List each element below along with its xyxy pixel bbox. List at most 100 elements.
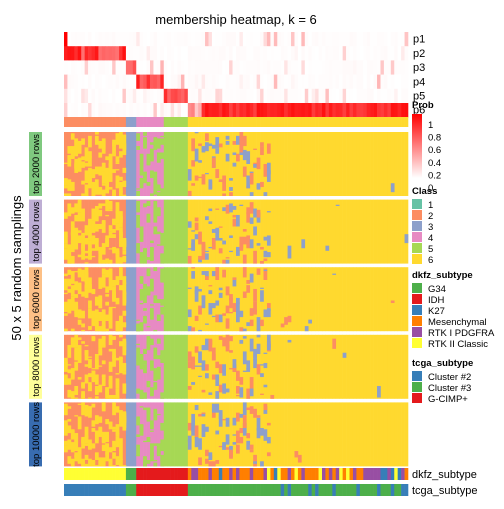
- membership-cell: [308, 32, 312, 47]
- membership-cell: [332, 88, 337, 104]
- dkfz-track-cell: [297, 468, 302, 480]
- assignment-switch: [122, 465, 127, 467]
- membership-cell: [291, 74, 295, 90]
- assignment-column: [394, 402, 398, 467]
- membership-cell: [218, 103, 223, 118]
- assignment-switch: [332, 273, 337, 275]
- membership-cell: [132, 103, 137, 118]
- membership-cell: [301, 46, 306, 61]
- assignment-switch: [156, 314, 161, 318]
- membership-cell: [380, 88, 385, 104]
- assignment-switch: [246, 212, 251, 223]
- membership-cell: [105, 74, 110, 90]
- assignment-switch: [112, 396, 116, 399]
- assignment-switch: [242, 351, 247, 365]
- assignment-switch: [84, 374, 89, 384]
- assignment-switch: [67, 419, 72, 422]
- tcga-track-cell: [112, 484, 116, 496]
- membership-cell: [74, 88, 79, 104]
- assignment-column: [359, 334, 364, 399]
- assignment-switch: [108, 200, 113, 210]
- assignment-switch: [187, 309, 192, 318]
- membership-cell: [356, 60, 361, 75]
- assignment-switch: [115, 396, 120, 399]
- dkfz-track-cell: [105, 468, 110, 480]
- assignment-column: [397, 267, 402, 332]
- membership-cell: [387, 32, 392, 47]
- assignment-switch: [91, 290, 96, 295]
- assignment-switch: [201, 360, 206, 371]
- assignment-switch: [194, 175, 199, 181]
- membership-cell: [308, 103, 312, 118]
- dkfz-track-cell: [339, 468, 343, 480]
- membership-cell: [387, 46, 392, 61]
- dkfz-track-cell: [84, 468, 89, 480]
- assignment-switch: [266, 452, 271, 457]
- membership-cell: [101, 74, 106, 90]
- assignment-column: [232, 267, 237, 332]
- membership-cell: [218, 88, 223, 104]
- assignment-switch: [88, 179, 92, 189]
- assignment-switch: [122, 338, 127, 347]
- assignment-switch: [242, 229, 247, 232]
- assignment-switch: [143, 440, 147, 443]
- membership-cell: [115, 60, 120, 75]
- assignment-switch: [139, 406, 144, 408]
- assignment-column: [304, 402, 309, 467]
- class-bar-cell: [94, 117, 99, 127]
- class-bar-cell: [184, 117, 189, 127]
- tcga-track-cell: [177, 484, 182, 496]
- assignment-column: [91, 132, 96, 196]
- assignment-column: [301, 267, 306, 332]
- assignment-switch: [222, 383, 226, 394]
- assignment-switch: [119, 413, 123, 423]
- membership-cell: [397, 103, 402, 118]
- assignment-switch: [101, 360, 106, 365]
- assignment-column: [270, 334, 275, 399]
- membership-cell: [191, 74, 196, 90]
- assignment-switch: [105, 452, 110, 462]
- assignment-column: [380, 334, 385, 399]
- assignment-switch: [225, 153, 230, 162]
- assignment-column: [156, 132, 161, 196]
- assignment-column: [318, 132, 323, 196]
- assignment-switch: [64, 193, 68, 196]
- membership-cell: [194, 103, 199, 118]
- assignment-switch: [77, 282, 82, 295]
- membership-cell: [94, 46, 99, 61]
- class-bar-cell: [390, 117, 395, 127]
- membership-cell: [394, 32, 398, 47]
- membership-cell: [287, 46, 292, 61]
- assignment-switch: [280, 323, 285, 328]
- assignment-switch: [225, 257, 230, 259]
- membership-cell: [325, 103, 330, 118]
- assignment-column: [177, 199, 182, 264]
- assignment-column: [322, 402, 326, 467]
- assignment-switch: [115, 175, 120, 189]
- assignment-switch: [98, 209, 103, 217]
- dkfz-track-cell: [222, 468, 226, 480]
- assignment-switch: [335, 204, 340, 206]
- assignment-switch: [146, 460, 151, 464]
- assignment-switch: [249, 239, 254, 249]
- assignment-switch: [88, 359, 92, 369]
- assignment-switch: [198, 258, 202, 263]
- membership-cell: [359, 32, 364, 47]
- assignment-switch: [88, 249, 92, 260]
- assignment-switch: [187, 361, 192, 369]
- dkfz-track-cell: [150, 468, 154, 480]
- assignment-switch: [139, 425, 144, 436]
- assignment-column: [249, 132, 254, 196]
- assignment-column: [98, 199, 103, 264]
- assignment-column: [177, 132, 182, 196]
- assignment-column: [163, 199, 168, 264]
- membership-cell: [146, 60, 151, 75]
- assignment-column: [198, 402, 202, 467]
- assignment-switch: [70, 391, 75, 399]
- assignment-switch: [260, 461, 264, 467]
- assignment-switch: [84, 426, 89, 439]
- membership-cell: [143, 103, 147, 118]
- assignment-column: [277, 267, 282, 332]
- assignment-switch: [153, 408, 158, 421]
- assignment-switch: [98, 338, 103, 348]
